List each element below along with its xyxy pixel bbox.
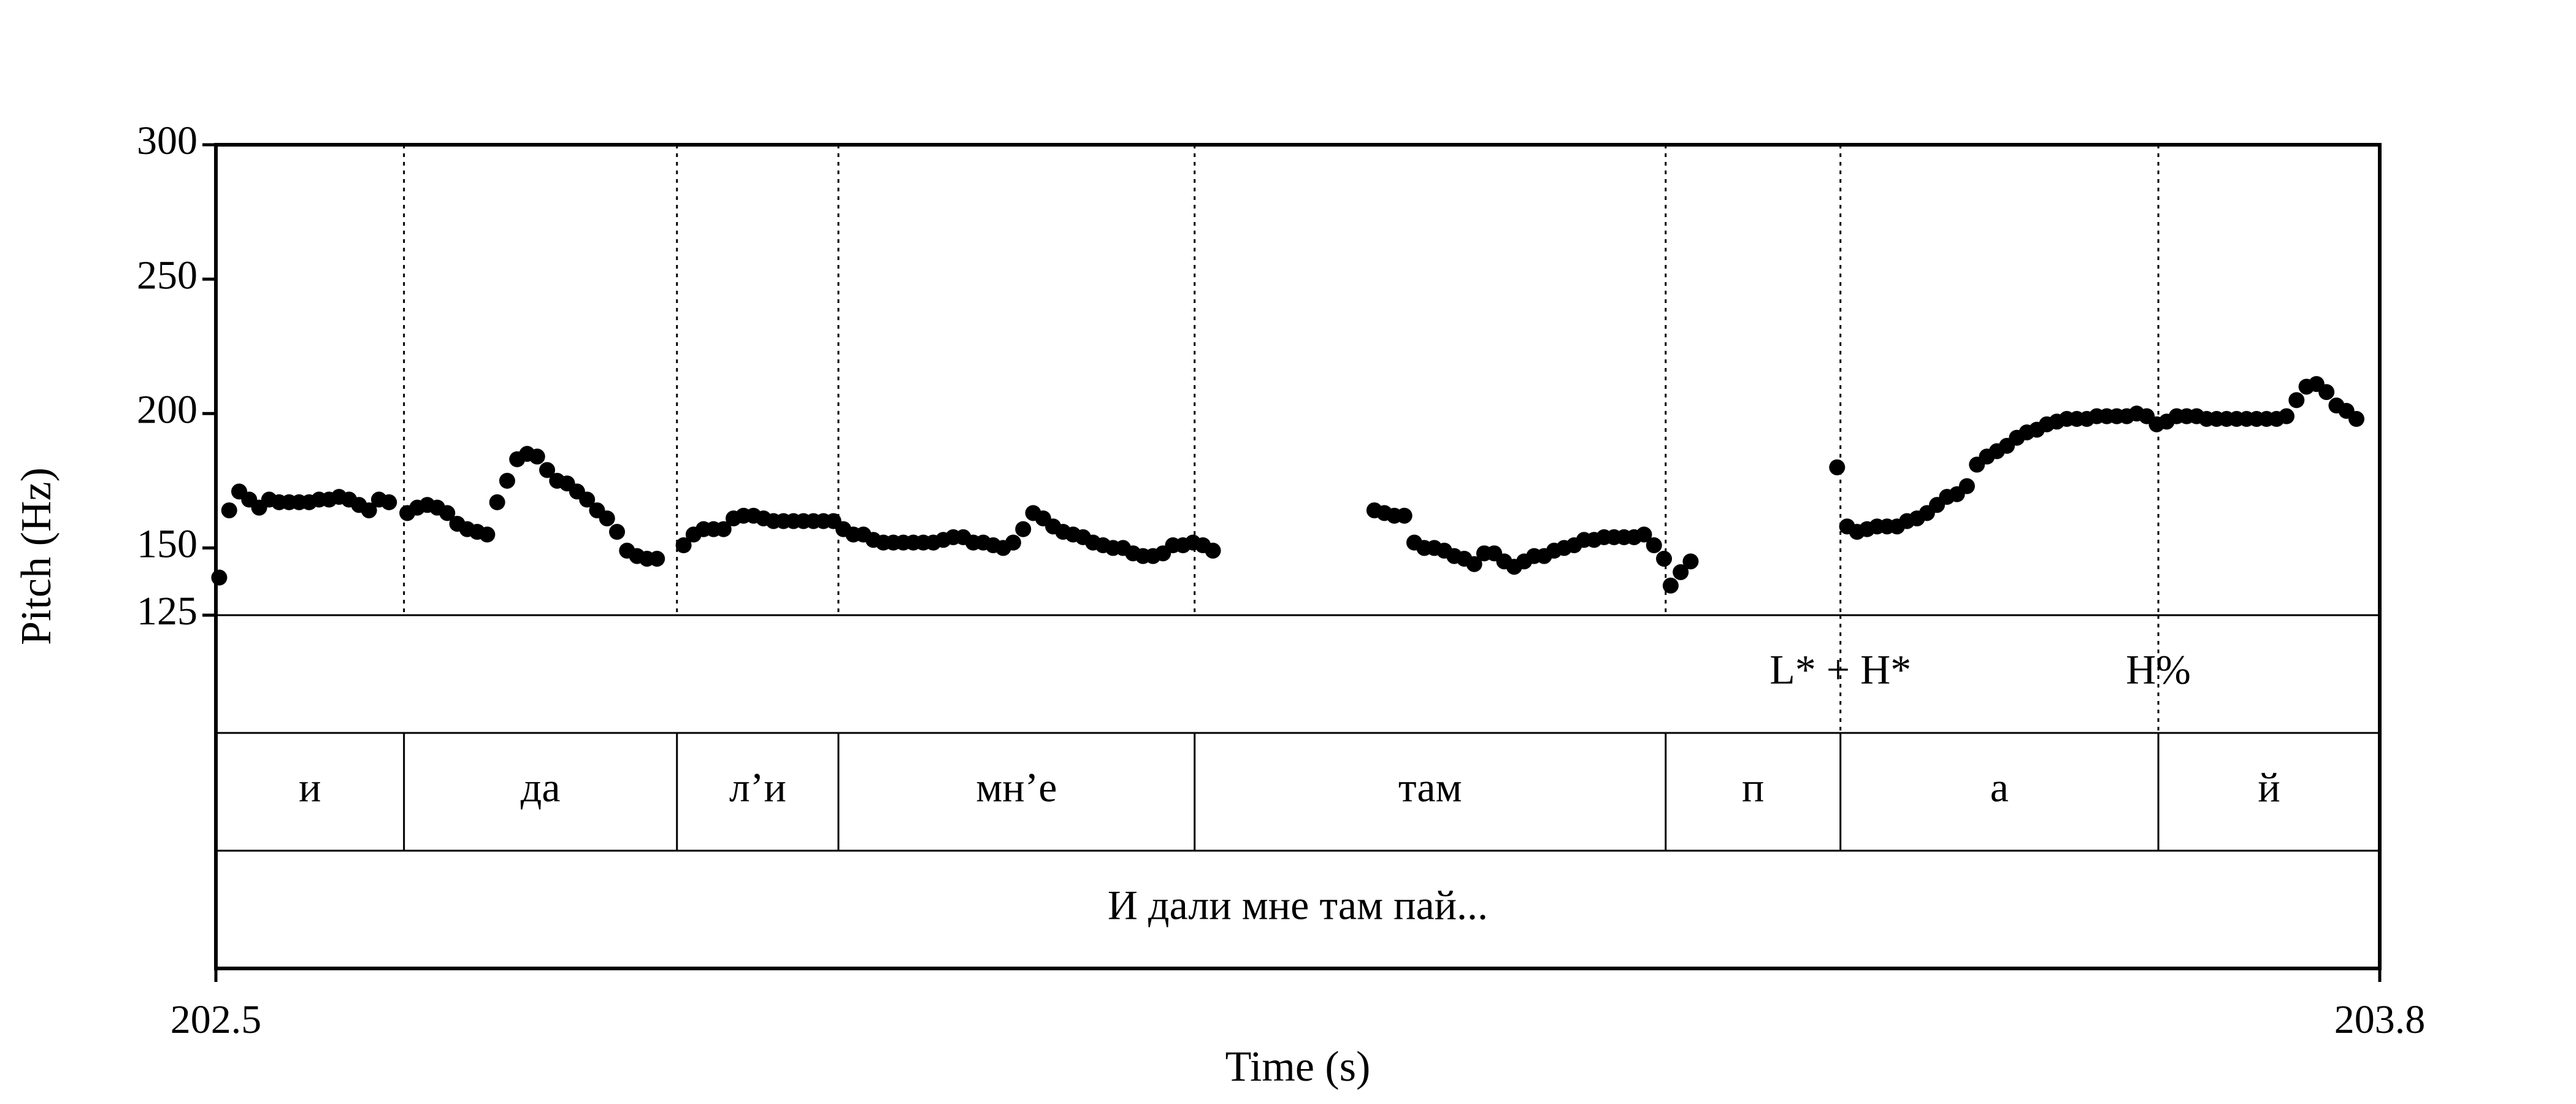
pitch-point	[539, 462, 556, 478]
pitch-point	[2318, 384, 2335, 401]
y-tick-label: 250	[137, 253, 197, 297]
pitch-point	[1205, 542, 1221, 559]
pitch-point	[221, 502, 237, 519]
segment-label: да	[521, 764, 561, 811]
y-tick-label: 150	[137, 522, 197, 567]
pitch-point	[1466, 556, 1482, 572]
segment-label: а	[1990, 764, 2009, 811]
pitch-point	[579, 491, 596, 508]
y-tick-label: 125	[137, 589, 197, 634]
pitch-point	[599, 510, 615, 527]
pitch-point	[2348, 411, 2365, 427]
pitch-point	[489, 494, 505, 510]
pitch-point	[361, 502, 377, 519]
segment-label: л’и	[729, 764, 786, 811]
pitch-point	[499, 472, 515, 489]
y-axis-title: Pitch (Hz)	[13, 467, 60, 645]
segment-label: мн’е	[976, 764, 1057, 811]
pitch-point	[529, 448, 545, 465]
pitch-point	[1662, 577, 1679, 594]
pitch-points	[211, 376, 2365, 594]
segment-label: и	[299, 764, 321, 811]
tone-label: H%	[2126, 646, 2191, 693]
pitch-point	[479, 526, 496, 543]
frame	[214, 143, 2382, 970]
y-tick-label: 200	[137, 387, 197, 432]
pitch-point	[609, 524, 626, 540]
pitch-point	[1646, 537, 1662, 554]
y-axis: 300 250 200 150 125	[137, 118, 216, 634]
pitch-point	[675, 537, 692, 554]
tone-label: L* + H*	[1769, 646, 1911, 693]
pitch-point	[1656, 550, 1673, 567]
pitch-point	[439, 505, 456, 521]
segment-tier: и да л’и мн’е там п а й	[299, 733, 2280, 851]
word-boundary-lines	[403, 145, 2160, 733]
segment-label: й	[2258, 764, 2280, 811]
pitch-point	[1005, 534, 1021, 551]
pitch-point	[1829, 459, 1846, 475]
pitch-point	[1682, 553, 1699, 570]
x-tick-label: 202.5	[171, 997, 262, 1042]
pitch-point	[715, 521, 732, 537]
pitch-point	[2288, 392, 2305, 408]
segment-label: там	[1398, 764, 1462, 811]
pitch-grid	[403, 145, 2160, 733]
x-tick-label: 203.8	[2334, 997, 2426, 1042]
pitch-point	[1396, 507, 1413, 524]
segment-label: п	[1742, 764, 1764, 811]
pitch-point	[649, 550, 665, 567]
x-axis: 202.5 203.8	[171, 968, 2426, 1042]
y-tick-label: 300	[137, 118, 197, 163]
pitch-point	[2279, 408, 2295, 424]
pitch-point	[211, 569, 228, 586]
x-axis-title: Time (s)	[1225, 1043, 1371, 1091]
pitch-point	[381, 494, 397, 510]
pitch-point	[1958, 478, 1975, 494]
pitch-point	[1636, 526, 1652, 543]
plot-frame	[214, 143, 2382, 970]
tone-tier: L* + H* H%	[1769, 646, 2191, 693]
pitch-point	[1015, 521, 1032, 537]
pitch-point	[1673, 564, 1689, 580]
sentence-label: И дали мне там пай...	[1108, 882, 1488, 929]
